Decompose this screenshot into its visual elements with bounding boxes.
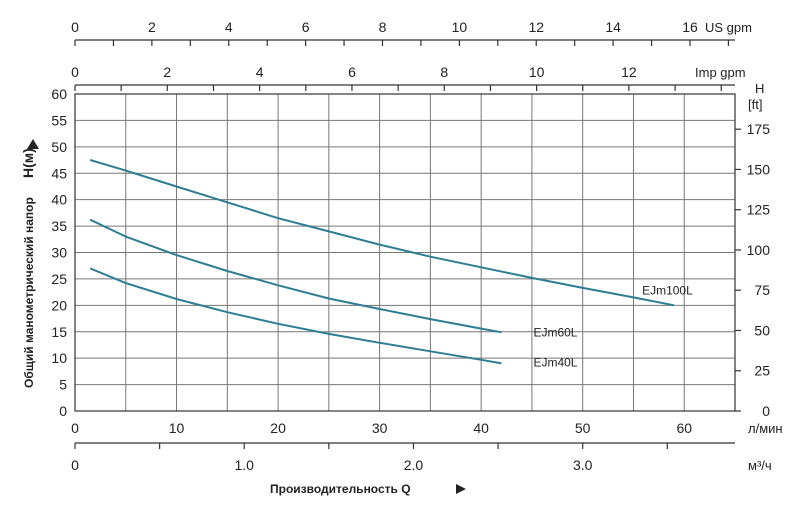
x-tick-label: 30 xyxy=(372,420,388,436)
y-tick-label: 50 xyxy=(51,139,67,155)
y-axis-title: Общий манометрический напор xyxy=(22,197,36,388)
curve-ejm40l xyxy=(89,267,502,365)
us-gpm-unit: US gpm xyxy=(705,20,752,35)
imp-gpm-axis-tick-label: 4 xyxy=(256,64,264,80)
us-gpm-axis-tick-label: 0 xyxy=(71,19,79,35)
x-tick-label: 60 xyxy=(676,420,692,436)
curves: EJm100L EJm60L EJm40L xyxy=(89,159,693,369)
us-gpm-axis-tick-label: 4 xyxy=(225,19,233,35)
y-axis-unit: H(м) xyxy=(20,148,36,178)
ft-unit-line2: [ft] xyxy=(748,97,762,112)
x-tick-label: 50 xyxy=(575,420,591,436)
imp-gpm-axis-tick-label: 10 xyxy=(529,64,545,80)
x-axis-arrow xyxy=(456,484,466,494)
plot-frame xyxy=(74,93,736,412)
curve-ejm60l xyxy=(89,218,502,334)
ft-unit-line1: H xyxy=(755,81,764,96)
plot-grid xyxy=(74,93,736,412)
curve-ejm100l xyxy=(89,159,675,307)
x-tick-label: 0 xyxy=(71,420,79,436)
imp-gpm-axis-tick-label: 0 xyxy=(71,64,79,80)
m3h-tick-label: 3.0 xyxy=(573,457,593,473)
y-axis-arrow xyxy=(27,139,39,149)
y-tick-label: 60 xyxy=(51,86,67,102)
y-tick-label: 25 xyxy=(51,271,67,287)
us-gpm-axis-tick-label: 14 xyxy=(605,19,621,35)
ft-tick-label: 125 xyxy=(747,202,771,218)
us-gpm-axis-tick-label: 16 xyxy=(682,19,698,35)
ft-tick-label: 100 xyxy=(747,242,771,258)
y-axis-title-group: Общий манометрический напор H(м) xyxy=(20,148,36,388)
us-gpm-axis-tick-label: 12 xyxy=(528,19,544,35)
y-tick-label: 10 xyxy=(51,350,67,366)
y-tick-label: 45 xyxy=(51,165,67,181)
m3h-tick-label: 0 xyxy=(71,457,79,473)
us-gpm-axis-tick-label: 8 xyxy=(379,19,387,35)
ft-tick-label: 0 xyxy=(762,403,770,419)
lpm-unit: л/мин xyxy=(748,421,783,436)
m3h-tick-label: 1.0 xyxy=(234,457,254,473)
y-tick-label: 40 xyxy=(51,192,67,208)
imp-gpm-axis-tick-label: 12 xyxy=(621,64,637,80)
ft-tick-label: 75 xyxy=(754,282,770,298)
x-tick-label: 20 xyxy=(270,420,286,436)
y-tick-label: 5 xyxy=(59,377,67,393)
series-label-ejm60l: EJm60L xyxy=(533,325,577,339)
m3h-unit: м³/ч xyxy=(748,458,772,473)
ft-tick-label: 150 xyxy=(747,161,771,177)
imp-gpm-axis-tick-label: 6 xyxy=(348,64,356,80)
y-tick-label: 30 xyxy=(51,245,67,261)
y-tick-label: 0 xyxy=(59,403,67,419)
y-tick-label: 20 xyxy=(51,297,67,313)
ft-tick-label: 175 xyxy=(747,121,771,137)
y-tick-label: 35 xyxy=(51,218,67,234)
imp-gpm-axis-tick-label: 2 xyxy=(163,64,171,80)
imp-gpm-axis-tick-label: 8 xyxy=(440,64,448,80)
x-axis-title: Производительность Q xyxy=(270,482,411,496)
x-tick-label: 40 xyxy=(473,420,489,436)
ft-tick-label: 25 xyxy=(754,363,770,379)
us-gpm-axis-tick-label: 10 xyxy=(452,19,468,35)
axes: 0510152025303540455055600255075100125150… xyxy=(51,19,770,473)
series-label-ejm40l: EJm40L xyxy=(533,355,577,369)
us-gpm-axis-tick-label: 2 xyxy=(148,19,156,35)
m3h-tick-label: 2.0 xyxy=(404,457,424,473)
ft-tick-label: 50 xyxy=(754,322,770,338)
x-tick-label: 10 xyxy=(169,420,185,436)
series-label-ejm100l: EJm100L xyxy=(642,283,693,297)
y-tick-label: 55 xyxy=(51,112,67,128)
imp-gpm-unit: Imp gpm xyxy=(695,65,746,80)
us-gpm-axis-tick-label: 6 xyxy=(302,19,310,35)
y-tick-label: 15 xyxy=(51,324,67,340)
